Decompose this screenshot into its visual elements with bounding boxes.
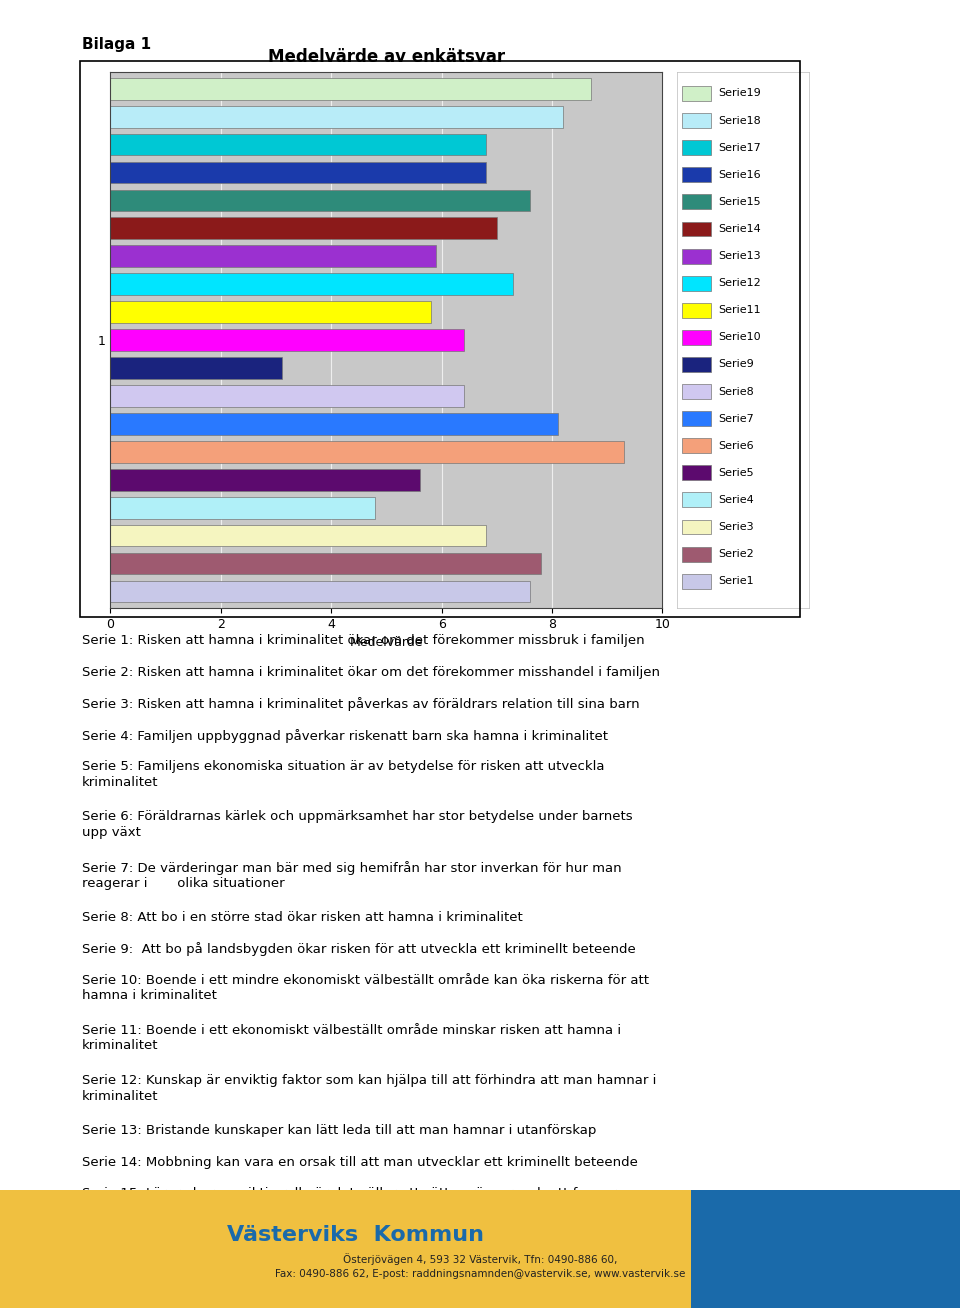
FancyBboxPatch shape <box>683 276 711 290</box>
Text: Serie13: Serie13 <box>718 251 760 262</box>
Bar <box>110 553 541 574</box>
Text: Serie7: Serie7 <box>718 413 754 424</box>
Bar <box>110 581 530 603</box>
Text: Serie 16: En kreativ och skapande fritid är viktig och hjälper till att förhindr: Serie 16: En kreativ och skapande fritid… <box>82 1237 649 1266</box>
Bar <box>110 162 486 183</box>
Bar <box>110 133 486 156</box>
Text: Serie 8: Att bo i en större stad ökar risken att hamna i kriminalitet: Serie 8: Att bo i en större stad ökar ri… <box>82 910 522 923</box>
FancyBboxPatch shape <box>683 140 711 156</box>
Text: Serie 9:  Att bo på landsbygden ökar risken för att utveckla ett kriminellt bete: Serie 9: Att bo på landsbygden ökar risk… <box>82 942 636 956</box>
FancyBboxPatch shape <box>683 112 711 128</box>
Text: Serie4: Serie4 <box>718 494 754 505</box>
FancyBboxPatch shape <box>683 547 711 561</box>
Text: Serie 14: Mobbning kan vara en orsak till att man utvecklar ett kriminellt betee: Serie 14: Mobbning kan vara en orsak til… <box>82 1156 637 1169</box>
Text: Österjövägen 4, 593 32 Västervik, Tfn: 0490-886 60,
Fax: 0490-886 62, E-post: ra: Österjövägen 4, 593 32 Västervik, Tfn: 0… <box>275 1253 685 1279</box>
Text: Serie 1: Risken att hamna i kriminalitet ökar om det förekommer missbruk i famil: Serie 1: Risken att hamna i kriminalitet… <box>82 634 644 647</box>
Text: Serie15: Serie15 <box>718 198 760 207</box>
Text: Serie10: Serie10 <box>718 332 760 343</box>
Text: Serie 7: De värderingar man bär med sig hemifrån har stor inverkan för hur man
r: Serie 7: De värderingar man bär med sig … <box>82 861 621 889</box>
Bar <box>110 77 590 99</box>
Bar <box>110 413 558 434</box>
FancyBboxPatch shape <box>683 519 711 535</box>
FancyBboxPatch shape <box>683 357 711 371</box>
Bar <box>110 357 281 379</box>
Bar <box>110 246 436 267</box>
FancyBboxPatch shape <box>683 221 711 237</box>
Text: Serie 10: Boende i ett mindre ekonomiskt välbeställt område kan öka riskerna för: Serie 10: Boende i ett mindre ekonomiskt… <box>82 973 649 1002</box>
Text: Serie12: Serie12 <box>718 279 760 288</box>
FancyBboxPatch shape <box>683 249 711 263</box>
Text: Bilaga 1: Bilaga 1 <box>82 37 151 51</box>
Bar <box>110 273 514 296</box>
Text: Serie 13: Bristande kunskaper kan lätt leda till att man hamnar i utanförskap: Serie 13: Bristande kunskaper kan lätt l… <box>82 1125 596 1138</box>
Text: Serie 11: Boende i ett ekonomiskt välbeställt område minskar risken att hamna i
: Serie 11: Boende i ett ekonomiskt välbes… <box>82 1024 621 1053</box>
Bar <box>110 525 486 547</box>
FancyBboxPatch shape <box>683 493 711 508</box>
Text: Serie6: Serie6 <box>718 441 754 451</box>
Text: Västerviks  Kommun: Västerviks Kommun <box>227 1226 484 1245</box>
Title: Medelvärde av enkätsvar: Medelvärde av enkätsvar <box>268 48 505 67</box>
Text: Serie16: Serie16 <box>718 170 760 179</box>
FancyBboxPatch shape <box>683 438 711 453</box>
Text: Serie11: Serie11 <box>718 305 760 315</box>
Text: Serie8: Serie8 <box>718 387 754 396</box>
Bar <box>110 217 497 239</box>
Text: Serie5: Serie5 <box>718 468 754 477</box>
Text: Serie3: Serie3 <box>718 522 754 532</box>
Text: Serie 4: Familjen uppbyggnad påverkar riskenatt barn ska hamna i kriminalitet: Serie 4: Familjen uppbyggnad påverkar ri… <box>82 729 608 743</box>
Bar <box>110 330 464 351</box>
Bar <box>110 497 375 518</box>
FancyBboxPatch shape <box>683 195 711 209</box>
Text: Serie14: Serie14 <box>718 224 760 234</box>
FancyBboxPatch shape <box>683 411 711 426</box>
X-axis label: Medelvärde: Medelvärde <box>349 637 423 650</box>
FancyBboxPatch shape <box>683 167 711 182</box>
Text: Serie 6: Föräldrarnas kärlek och uppmärksamhet har stor betydelse under barnets
: Serie 6: Föräldrarnas kärlek och uppmärk… <box>82 811 633 838</box>
FancyBboxPatch shape <box>683 385 711 399</box>
Text: Serie19: Serie19 <box>718 89 760 98</box>
Bar <box>110 441 624 463</box>
FancyBboxPatch shape <box>683 574 711 589</box>
FancyBboxPatch shape <box>683 330 711 345</box>
Text: Serie2: Serie2 <box>718 549 754 559</box>
Text: Serie18: Serie18 <box>718 115 760 126</box>
Text: Serie 5: Familjens ekonomiska situation är av betydelse för risken att utveckla
: Serie 5: Familjens ekonomiska situation … <box>82 760 604 789</box>
Bar <box>110 301 431 323</box>
FancyBboxPatch shape <box>683 302 711 318</box>
FancyBboxPatch shape <box>683 466 711 480</box>
Text: Serie 2: Risken att hamna i kriminalitet ökar om det förekommer misshandel i fam: Serie 2: Risken att hamna i kriminalitet… <box>82 666 660 679</box>
Text: Serie9: Serie9 <box>718 360 754 369</box>
Text: Serie1: Serie1 <box>718 577 754 586</box>
Text: Serie 15: Lärare har en viktig roll när det gäller att sätta gränser, och att fu: Serie 15: Lärare har en viktig roll när … <box>82 1188 678 1216</box>
Bar <box>110 190 530 212</box>
Text: Serie17: Serie17 <box>718 143 760 153</box>
Text: Serie 12: Kunskap är enviktig faktor som kan hjälpa till att förhindra att man h: Serie 12: Kunskap är enviktig faktor som… <box>82 1074 656 1103</box>
Bar <box>110 106 563 127</box>
FancyBboxPatch shape <box>683 86 711 101</box>
Text: Serie 3: Risken att hamna i kriminalitet påverkas av föräldrars relation till si: Serie 3: Risken att hamna i kriminalitet… <box>82 697 639 712</box>
Bar <box>110 468 420 490</box>
Bar <box>110 385 464 407</box>
